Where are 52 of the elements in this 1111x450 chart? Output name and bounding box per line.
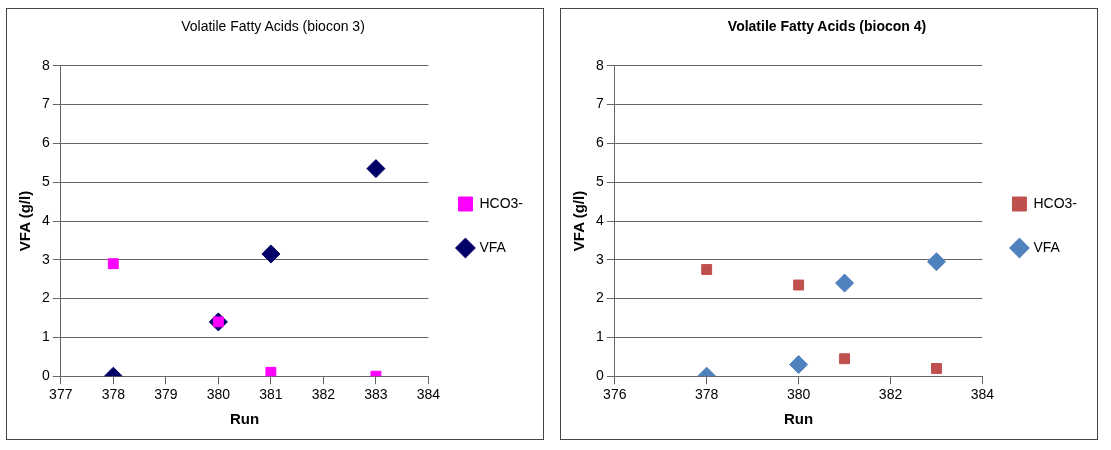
y-tick-label: 7 <box>41 95 50 112</box>
point <box>793 279 805 291</box>
y-tick-label: 4 <box>41 211 50 228</box>
y-tick-label: 1 <box>41 328 50 345</box>
y-tick-label: 2 <box>595 289 604 306</box>
y-tick-label: 6 <box>41 134 50 151</box>
y-tick-label: 0 <box>41 367 50 384</box>
x-tick-label: 382 <box>311 386 336 403</box>
legend-label: HCO3- <box>479 194 524 211</box>
chart-title: Volatile Fatty Acids (biocon 3) <box>181 18 365 35</box>
legend-label: HCO3- <box>1033 194 1078 211</box>
y-tick-label: 0 <box>595 367 604 384</box>
y-tick-label: 8 <box>595 56 604 73</box>
x-tick-label: 378 <box>695 386 719 403</box>
legend-label: VFA <box>479 238 507 255</box>
x-tick-label: 376 <box>603 386 627 403</box>
point <box>835 273 855 293</box>
x-tick-label: 383 <box>364 386 388 403</box>
x-tick-label: 380 <box>206 386 231 403</box>
x-tick-label: 380 <box>786 386 811 403</box>
point <box>701 264 713 275</box>
y-tick-label: 4 <box>595 211 604 228</box>
y-tick-label: 5 <box>595 173 604 190</box>
chart-title: Volatile Fatty Acids (biocon 4) <box>727 18 927 35</box>
y-tick-label: 3 <box>41 250 50 267</box>
point <box>107 258 119 270</box>
x-tick-label: 381 <box>259 386 283 403</box>
y-tick-label: 8 <box>41 56 50 73</box>
y-tick-label: 5 <box>41 173 50 190</box>
point <box>265 366 277 377</box>
point <box>931 362 942 374</box>
x-axis-title: Run <box>230 410 260 428</box>
x-axis-title: Run <box>784 410 814 428</box>
x-tick-label: 379 <box>154 386 178 403</box>
x-tick-label: 378 <box>101 386 126 403</box>
point <box>839 353 851 365</box>
point <box>261 244 281 264</box>
x-tick-label: 384 <box>970 386 995 403</box>
y-tick-label: 1 <box>595 328 604 345</box>
legend-label: VFA <box>1033 238 1061 255</box>
y-tick-label: 7 <box>595 95 604 112</box>
point <box>926 252 946 272</box>
point <box>366 159 386 179</box>
point <box>789 355 809 375</box>
x-tick-label: 384 <box>416 386 441 403</box>
y-tick-label: 3 <box>595 250 604 267</box>
y-tick-label: 2 <box>41 289 50 306</box>
y-tick-label: 6 <box>595 134 604 151</box>
y-axis-title: VFA (g/l) <box>570 190 588 252</box>
x-tick-label: 382 <box>878 386 903 403</box>
y-axis-title: VFA (g/l) <box>16 190 34 252</box>
x-tick-label: 377 <box>49 386 73 403</box>
